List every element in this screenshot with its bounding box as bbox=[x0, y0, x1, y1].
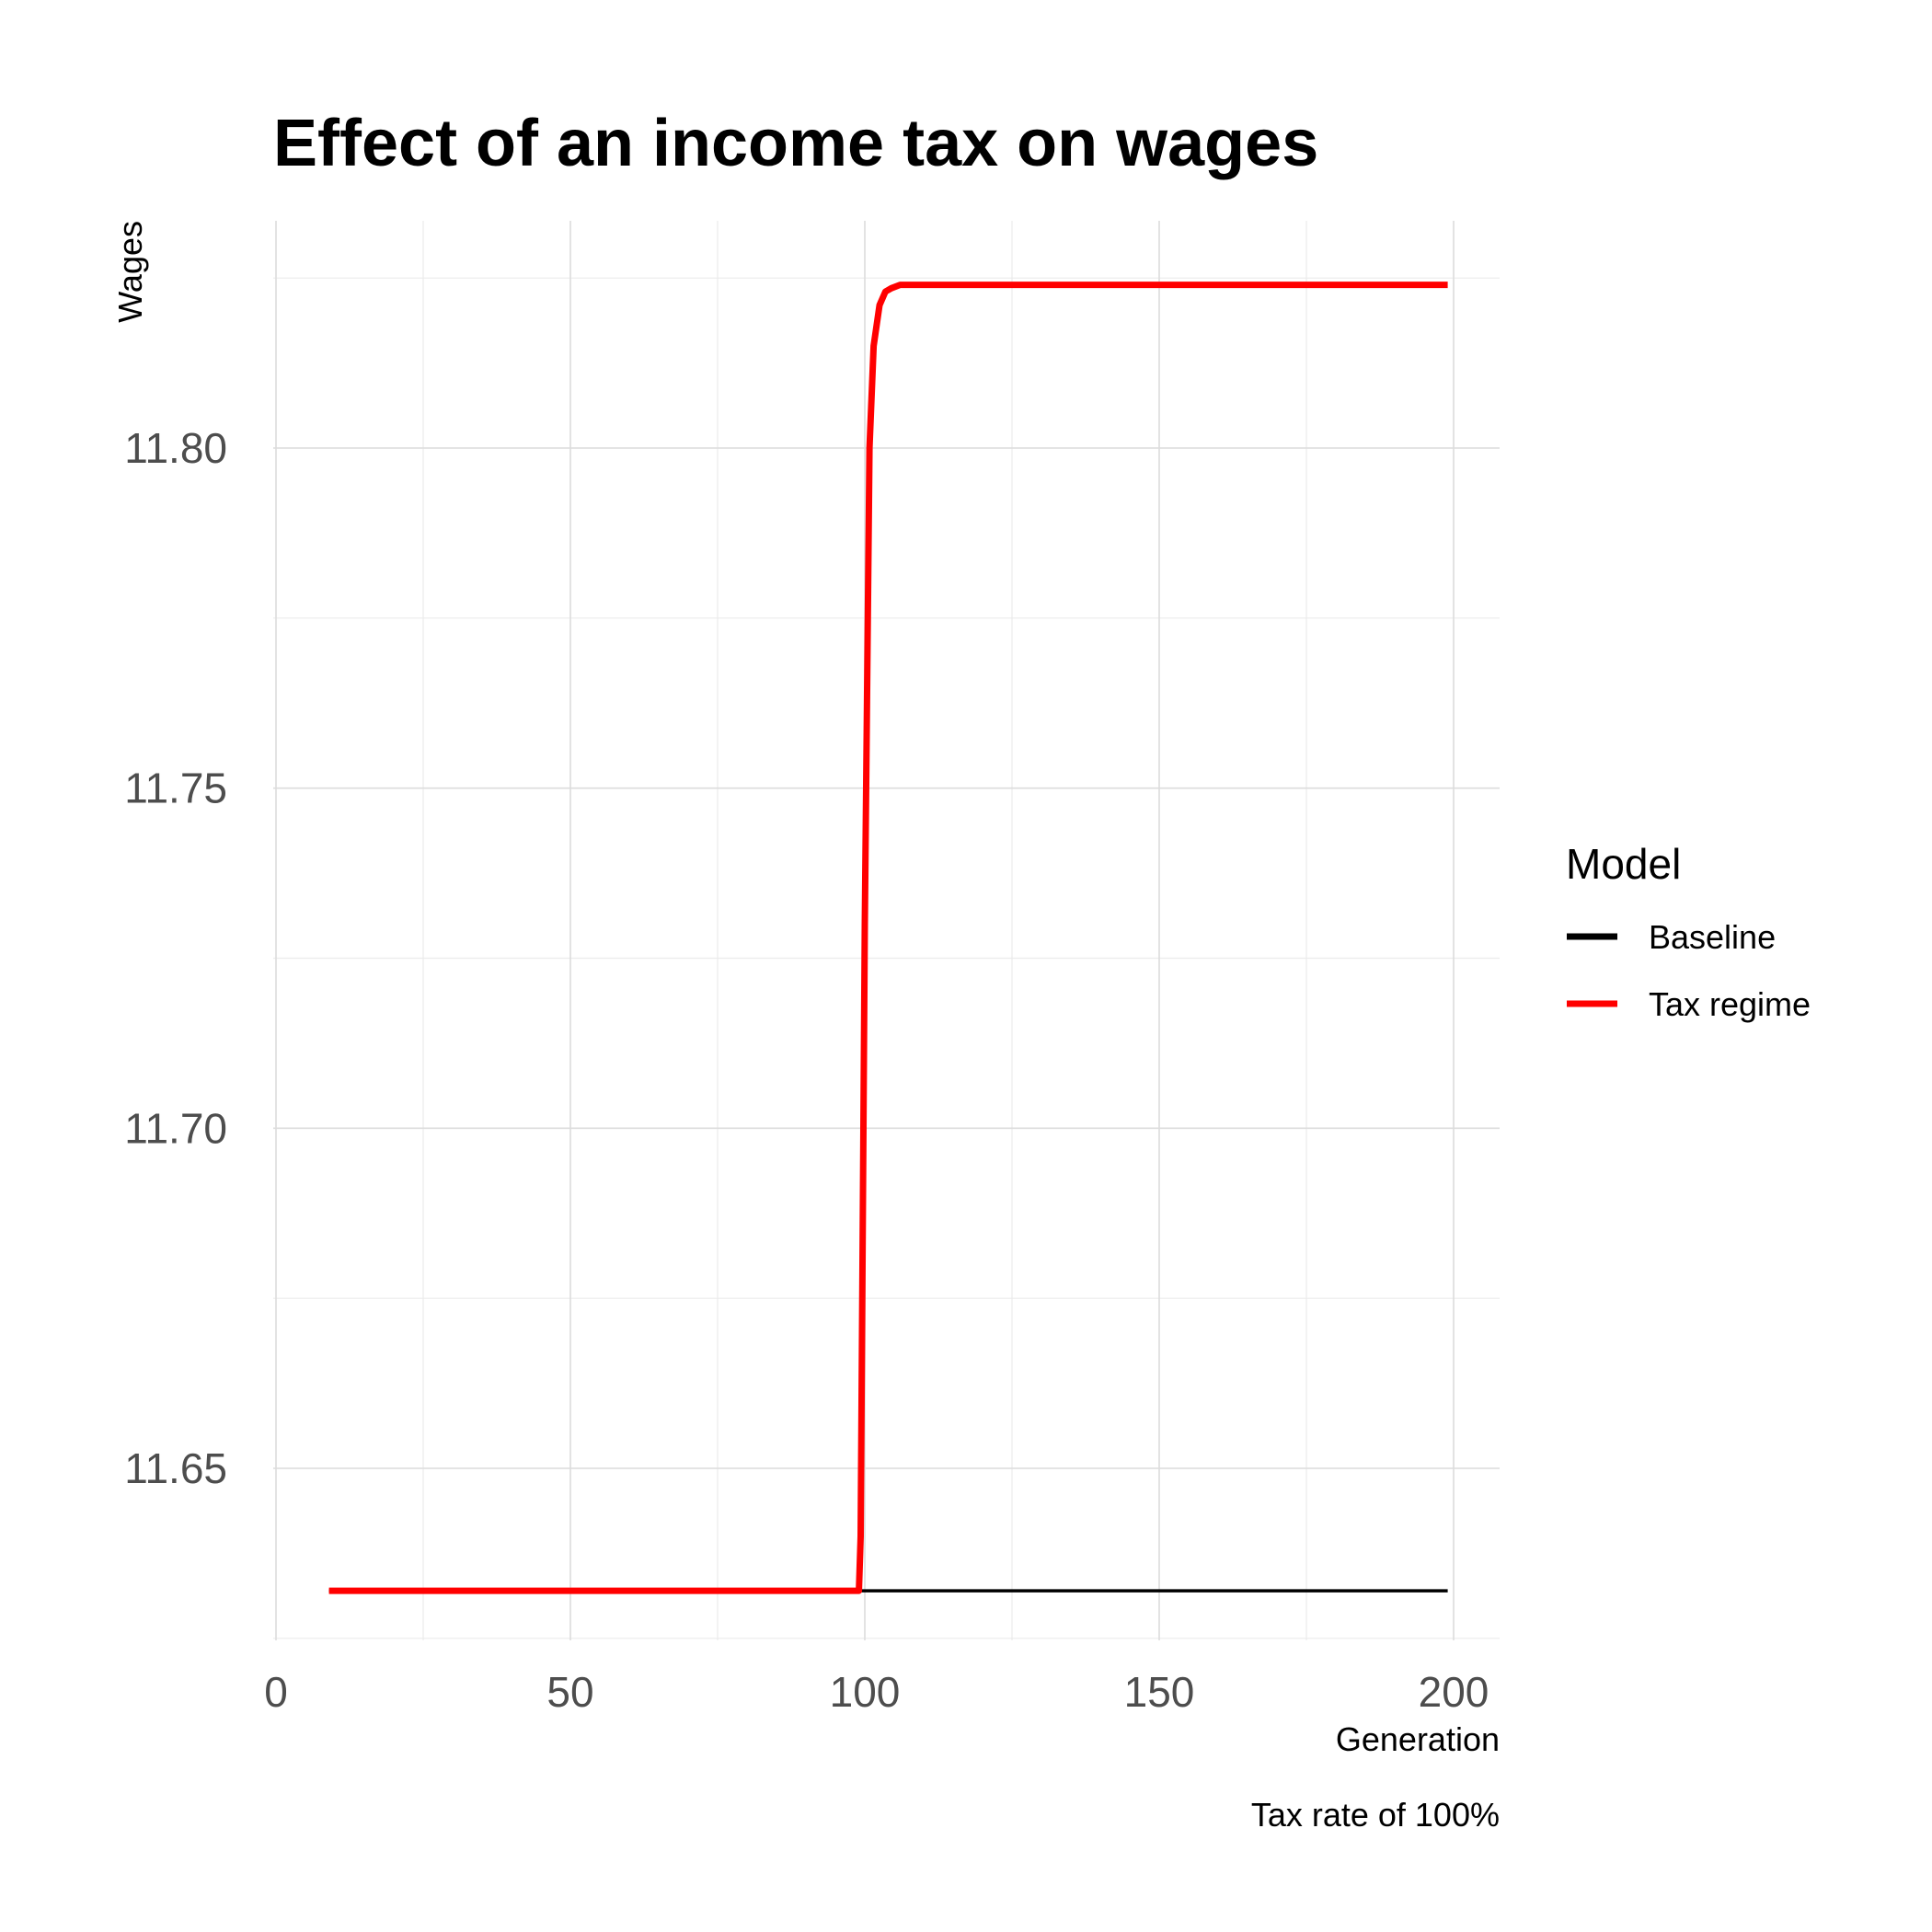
y-tick-label: 11.75 bbox=[124, 765, 227, 812]
x-tick-label: 50 bbox=[546, 1668, 593, 1716]
legend-label: Baseline bbox=[1649, 918, 1776, 956]
legend: Model Baseline Tax regime bbox=[1566, 840, 1811, 1023]
series-line-tax-regime bbox=[328, 282, 1448, 1594]
tick-labels: 0 50 100 150 200 11.65 11.70 11.75 11.80 bbox=[124, 424, 1489, 1716]
x-tick-label: 0 bbox=[264, 1668, 288, 1716]
x-tick-label: 200 bbox=[1419, 1668, 1489, 1716]
x-tick-label: 150 bbox=[1124, 1668, 1195, 1716]
legend-items: Baseline Tax regime bbox=[1567, 918, 1811, 1023]
chart-title: Effect of an income tax on wages bbox=[273, 107, 1318, 180]
series-layer bbox=[328, 282, 1448, 1594]
x-tick-label: 100 bbox=[830, 1668, 901, 1716]
legend-title: Model bbox=[1566, 840, 1681, 888]
y-axis-title: Wages bbox=[111, 221, 149, 323]
grid bbox=[273, 221, 1500, 1640]
y-tick-label: 11.70 bbox=[124, 1104, 227, 1152]
caption: Tax rate of 100% bbox=[1251, 1796, 1500, 1834]
y-tick-label: 11.65 bbox=[124, 1444, 227, 1492]
x-axis-title: Generation bbox=[1336, 1720, 1500, 1758]
legend-label: Tax regime bbox=[1649, 985, 1811, 1023]
y-tick-label: 11.80 bbox=[124, 424, 227, 472]
